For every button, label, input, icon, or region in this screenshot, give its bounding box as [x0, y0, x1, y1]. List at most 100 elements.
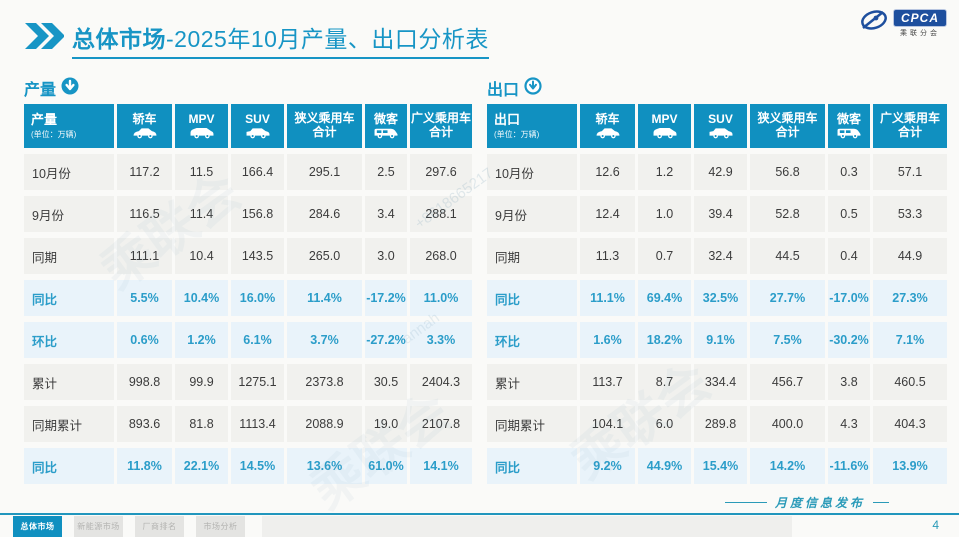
table-cell: 0.4 — [828, 238, 870, 274]
column-label: 合计 — [428, 125, 453, 139]
table-cell: 32.4 — [694, 238, 747, 274]
table-cell: 5.5% — [117, 280, 172, 316]
page-title-rest: -2025年10月产量、出口分析表 — [166, 26, 489, 52]
production-section: 产量 产量 (单位：万辆) 轿车 MPV SUV 狭义乘用车 合计 微客 广义乘用车 合计 10月份… — [24, 77, 472, 484]
corner-title: 出口 — [494, 111, 521, 127]
table-cell: 14.2% — [750, 448, 825, 484]
footer-rule — [0, 513, 959, 515]
table-cell: 2107.8 — [410, 406, 472, 442]
table-cell: 456.7 — [750, 364, 825, 400]
row-label: 同比 — [487, 280, 577, 316]
corner-unit: (单位：万辆) — [31, 129, 77, 139]
table-cell: 998.8 — [117, 364, 172, 400]
table-cell: -17.2% — [365, 280, 407, 316]
cpca-logo: CPCA 乘联分会 — [859, 8, 947, 39]
row-label: 9月份 — [487, 196, 577, 232]
table-cell: 15.4% — [694, 448, 747, 484]
table-cell: 13.6% — [287, 448, 362, 484]
column-label: 轿车 — [595, 111, 620, 126]
production-section-label: 产量 — [24, 82, 57, 99]
table-cell: 0.7 — [638, 238, 691, 274]
table-cell: 22.1% — [175, 448, 228, 484]
table-cell: 156.8 — [231, 196, 284, 232]
table-cell: -30.2% — [828, 322, 870, 358]
table-cell: 143.5 — [231, 238, 284, 274]
table-cell: 53.3 — [873, 196, 947, 232]
column-label: 广义乘用车 — [879, 111, 940, 126]
production-table: 产量 (单位：万辆) 轿车 MPV SUV 狭义乘用车 合计 微客 广义乘用车 合计 10月份 117… — [24, 104, 472, 484]
table-cell: 4.3 — [828, 406, 870, 442]
down-arrow-circle-icon — [61, 77, 79, 100]
van-icon — [836, 127, 862, 139]
table-cell: 69.4% — [638, 280, 691, 316]
table-cell: 16.0% — [231, 280, 284, 316]
cpca-logo-text: CPCA — [892, 9, 947, 27]
table-cell: 44.9% — [638, 448, 691, 484]
table-cell: 99.9 — [175, 364, 228, 400]
cpca-logo-subtext: 乘联分会 — [899, 30, 940, 37]
table-cell: 1.0 — [638, 196, 691, 232]
column-header-sedan: 轿车 — [117, 104, 172, 148]
row-label: 9月份 — [24, 196, 114, 232]
table-cell: 52.8 — [750, 196, 825, 232]
table-cell: 39.4 — [694, 196, 747, 232]
footer-tab-总体市场[interactable]: 总体市场 — [13, 516, 62, 537]
table-cell: 32.5% — [694, 280, 747, 316]
column-label: SUV — [245, 111, 270, 126]
table-cell: 288.1 — [410, 196, 472, 232]
table-cell: 42.9 — [694, 154, 747, 190]
production-section-header: 产量 — [24, 77, 472, 100]
footer-tab-新能源市场[interactable]: 新能源市场 — [74, 516, 123, 537]
row-label: 10月份 — [487, 154, 577, 190]
table-cell: 334.4 — [694, 364, 747, 400]
table-cell: 10.4% — [175, 280, 228, 316]
table-cell: 11.1% — [580, 280, 635, 316]
publication-label: 月度信息发布 — [724, 494, 889, 511]
table-cell: 57.1 — [873, 154, 947, 190]
table-cell: 11.8% — [117, 448, 172, 484]
column-header-mpv: MPV — [638, 104, 691, 148]
table-cell: 14.5% — [231, 448, 284, 484]
table-cell: 2373.8 — [287, 364, 362, 400]
divider — [724, 502, 767, 503]
footer-tab-市场分析[interactable]: 市场分析 — [196, 516, 245, 537]
table-cell: 3.8 — [828, 364, 870, 400]
export-section-header: 出口 — [487, 76, 947, 99]
corner-title: 产量 — [31, 111, 58, 127]
table-cell: 111.1 — [117, 238, 172, 274]
sedan-icon — [132, 127, 158, 139]
table-cell: 14.1% — [410, 448, 472, 484]
table-cell: -17.0% — [828, 280, 870, 316]
table-cell: 1.6% — [580, 322, 635, 358]
table-cell: 10.4 — [175, 238, 228, 274]
column-header-micro: 微客 — [828, 104, 870, 148]
table-cell: 268.0 — [410, 238, 472, 274]
row-label: 同比 — [24, 448, 114, 484]
table-cell: 30.5 — [365, 364, 407, 400]
column-label: 广义乘用车 — [410, 111, 471, 126]
table-cell: 18.2% — [638, 322, 691, 358]
table-cell: 1.2% — [175, 322, 228, 358]
column-header-broad: 广义乘用车 合计 — [873, 104, 947, 148]
table-cell: 6.1% — [231, 322, 284, 358]
table-cell: 9.1% — [694, 322, 747, 358]
table-cell: 3.7% — [287, 322, 362, 358]
production-corner-cell: 产量 (单位：万辆) — [24, 104, 114, 148]
table-cell: 116.5 — [117, 196, 172, 232]
column-header-mpv: MPV — [175, 104, 228, 148]
table-cell: 1275.1 — [231, 364, 284, 400]
table-cell: 61.0% — [365, 448, 407, 484]
table-cell: 7.5% — [750, 322, 825, 358]
column-label: SUV — [708, 111, 733, 126]
column-label: 轿车 — [132, 111, 157, 126]
table-cell: 11.4% — [287, 280, 362, 316]
footer-tab-厂商排名[interactable]: 厂商排名 — [135, 516, 184, 537]
table-cell: 1113.4 — [231, 406, 284, 442]
van-icon — [373, 127, 399, 139]
cpca-swirl-icon — [859, 8, 889, 39]
table-cell: 11.5 — [175, 154, 228, 190]
row-label: 累计 — [487, 364, 577, 400]
table-cell: 6.0 — [638, 406, 691, 442]
footer-tab-strip — [262, 516, 792, 537]
